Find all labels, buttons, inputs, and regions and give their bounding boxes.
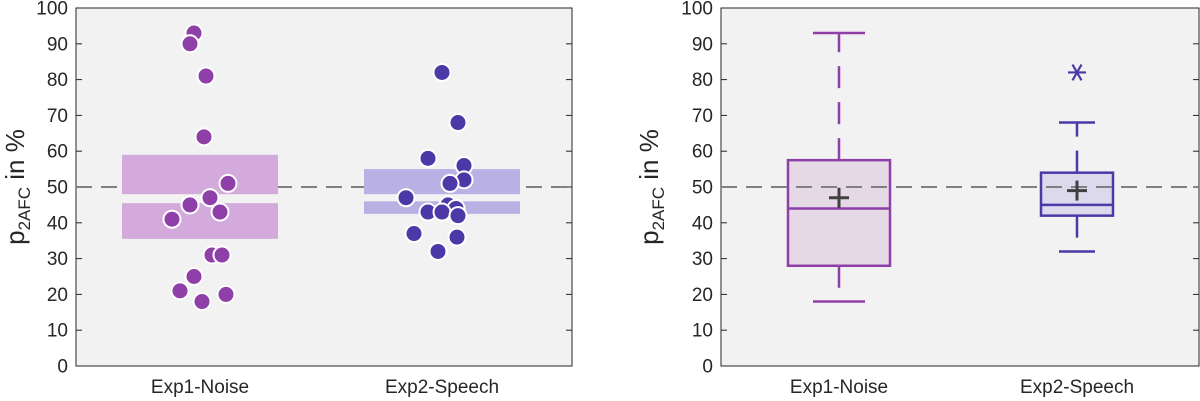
y-tick-label: 10 <box>692 321 713 342</box>
y-tick-label: 60 <box>47 142 68 163</box>
y-axis-label: p2AFC in % <box>0 129 34 245</box>
data-point <box>170 281 190 301</box>
data-points <box>162 23 474 312</box>
data-point <box>432 62 452 82</box>
data-point <box>194 127 214 147</box>
data-point <box>216 284 236 304</box>
outlier-stroke <box>1071 64 1083 81</box>
y-axis-label: p2AFC in % <box>634 129 668 245</box>
data-point <box>196 66 216 86</box>
y-tick-label: 40 <box>47 213 68 234</box>
mean-markers <box>829 180 1087 208</box>
box-iqr <box>786 158 892 268</box>
y-axis-label-rest: in % <box>0 129 30 187</box>
y-axis-label-base: p <box>0 230 30 244</box>
y-axis-label-sub: 2AFC <box>649 187 668 230</box>
y-ticks: 0 10 20 30 40 50 60 70 80 90 100 <box>681 0 1199 378</box>
data-point <box>428 241 448 261</box>
data-point <box>200 188 220 208</box>
data-point <box>396 188 416 208</box>
data-point <box>448 206 468 226</box>
box-iqr <box>1039 171 1115 217</box>
data-point <box>432 202 452 222</box>
outlier-marker <box>1068 64 1086 81</box>
band-upper <box>122 154 278 195</box>
box-panel: 0 10 20 30 40 50 60 70 80 90 100 Exp1-Noise Exp2-S… <box>634 0 1200 398</box>
data-point <box>210 202 230 222</box>
x-tick-labels: Exp1-Noise Exp2-Speech <box>790 377 1134 398</box>
x-tick-exp2-speech: Exp2-Speech <box>1020 377 1134 398</box>
data-point <box>448 113 468 133</box>
mean-marker <box>1067 180 1087 201</box>
y-tick-label: 40 <box>692 213 713 234</box>
y-tick-label: 10 <box>47 321 68 342</box>
data-point <box>192 292 212 312</box>
data-point <box>212 245 232 265</box>
y-axis-label-base: p <box>634 230 664 244</box>
data-point <box>447 227 467 247</box>
y-axis-label-sub: 2AFC <box>15 187 34 230</box>
x-tick-exp2-speech: Exp2-Speech <box>385 377 499 398</box>
data-point <box>404 224 424 244</box>
y-tick-label: 100 <box>36 0 68 20</box>
y-tick-label: 0 <box>57 357 68 378</box>
mean-bands <box>122 154 520 239</box>
y-tick-label: 30 <box>692 249 713 270</box>
boxes <box>786 31 1115 303</box>
y-tick-label: 70 <box>47 106 68 127</box>
y-axis-label-rest: in % <box>634 129 664 187</box>
y-ticks: 0 10 20 30 40 50 60 70 80 90 100 <box>36 0 572 378</box>
y-tick-label: 90 <box>692 34 713 55</box>
data-point <box>440 173 460 193</box>
x-tick-exp1-noise: Exp1-Noise <box>790 377 888 398</box>
x-tick-exp1-noise: Exp1-Noise <box>151 377 249 398</box>
y-tick-label: 80 <box>47 70 68 91</box>
x-tick-labels: Exp1-Noise Exp2-Speech <box>151 377 499 398</box>
mean-marker <box>829 187 849 208</box>
data-point <box>162 209 182 229</box>
y-tick-label: 0 <box>702 357 713 378</box>
y-tick-label: 50 <box>692 178 713 199</box>
y-tick-label: 70 <box>692 106 713 127</box>
y-tick-label: 60 <box>692 142 713 163</box>
y-tick-label: 80 <box>692 70 713 91</box>
data-point <box>180 195 200 215</box>
y-tick-label: 30 <box>47 249 68 270</box>
data-point <box>218 173 238 193</box>
band-lower <box>122 203 278 239</box>
y-tick-label: 90 <box>47 34 68 55</box>
y-tick-label: 100 <box>681 0 713 20</box>
y-tick-label: 20 <box>692 285 713 306</box>
data-point <box>184 267 204 286</box>
y-tick-label: 50 <box>47 178 68 199</box>
y-tick-label: 20 <box>47 285 68 306</box>
data-point <box>418 148 438 168</box>
data-point <box>180 34 200 54</box>
scatter-panel: 0 10 20 30 40 50 60 70 80 90 100 Exp1-Noise Exp2-S… <box>0 0 573 398</box>
